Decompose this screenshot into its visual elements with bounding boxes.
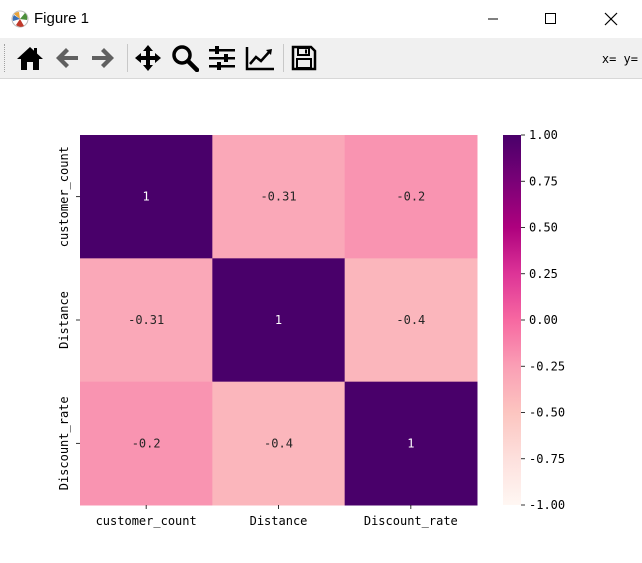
minimize-button[interactable] [470, 0, 516, 38]
minimize-icon [488, 18, 498, 20]
arrow-right-icon [92, 48, 114, 68]
heatmap-cell [80, 135, 213, 259]
maximize-icon [545, 13, 556, 24]
pan-button[interactable] [132, 43, 164, 73]
edit-axis-button[interactable] [244, 43, 276, 73]
chart-line-icon [245, 47, 274, 71]
colorbar-tick-label: 0.00 [529, 313, 558, 327]
forward-button[interactable] [87, 43, 119, 73]
cell-annotation: -0.4 [264, 436, 293, 450]
heatmap-cell [212, 258, 346, 383]
toolbar-separator [283, 44, 284, 72]
colorbar-tick-label: 0.75 [529, 174, 558, 188]
cell-annotation: 1 [275, 313, 282, 327]
heatmap-cell [212, 381, 346, 506]
heatmap-cell [344, 381, 478, 506]
back-button[interactable] [51, 43, 83, 73]
maximize-button[interactable] [528, 0, 574, 38]
zoom-icon [172, 45, 199, 72]
colorbar-tick-label: 1.00 [529, 128, 558, 142]
colorbar-tick-label: -1.00 [529, 498, 565, 512]
x-tick-label: Discount_rate [364, 514, 458, 528]
window-title: Figure 1 [34, 10, 90, 27]
toolbar-separator [127, 44, 128, 72]
toolbar [0, 38, 642, 79]
move-icon [135, 45, 161, 71]
heatmap-cell [80, 258, 213, 383]
colorbar-tick-label: -0.25 [529, 359, 565, 373]
x-tick-label: Distance [250, 514, 308, 528]
cell-annotation: 1 [143, 190, 150, 204]
y-tick-label: customer_count [57, 146, 71, 247]
cell-annotation: -0.2 [396, 190, 425, 204]
y-tick-label: Discount_rate [57, 396, 71, 490]
sliders-icon [209, 46, 235, 70]
close-icon [604, 12, 618, 26]
cell-annotation: -0.4 [396, 313, 425, 327]
heatmap-cell [344, 258, 478, 383]
cell-annotation: 1 [407, 436, 414, 450]
floppy-disk-icon [291, 45, 317, 71]
coordinates-readout: x= y= [601, 52, 638, 66]
colorbar [503, 135, 521, 505]
cell-annotation: -0.31 [128, 313, 164, 327]
figure-canvas[interactable]: 1 -0.31 -0.2 -0.31 1 -0.4 -0.2 -0.4 1 customer_c… [0, 79, 642, 559]
home-icon [17, 47, 43, 70]
cell-annotation: -0.31 [260, 190, 296, 204]
heatmap-cell [212, 135, 346, 259]
home-button[interactable] [14, 43, 46, 73]
y-tick-label: Distance [57, 291, 71, 349]
save-button[interactable] [288, 43, 320, 73]
heatmap-cell [344, 135, 478, 259]
heatmap-cell [80, 381, 213, 506]
arrow-left-icon [56, 48, 78, 68]
x-tick-label: customer_count [96, 514, 197, 528]
colorbar-tick-label: -0.75 [529, 452, 565, 466]
colorbar-tick-label: 0.25 [529, 267, 558, 281]
colorbar-tick-label: -0.50 [529, 406, 565, 420]
heatmap-chart: 1 -0.31 -0.2 -0.31 1 -0.4 -0.2 -0.4 1 customer_c… [57, 128, 565, 528]
close-button[interactable] [588, 0, 634, 38]
cell-annotation: -0.2 [132, 436, 161, 450]
zoom-button[interactable] [169, 43, 201, 73]
toolbar-grip [4, 44, 8, 72]
title-bar: Figure 1 [0, 0, 642, 38]
configure-subplots-button[interactable] [206, 43, 238, 73]
matplotlib-logo-icon [11, 10, 29, 28]
colorbar-tick-label: 0.50 [529, 221, 558, 235]
